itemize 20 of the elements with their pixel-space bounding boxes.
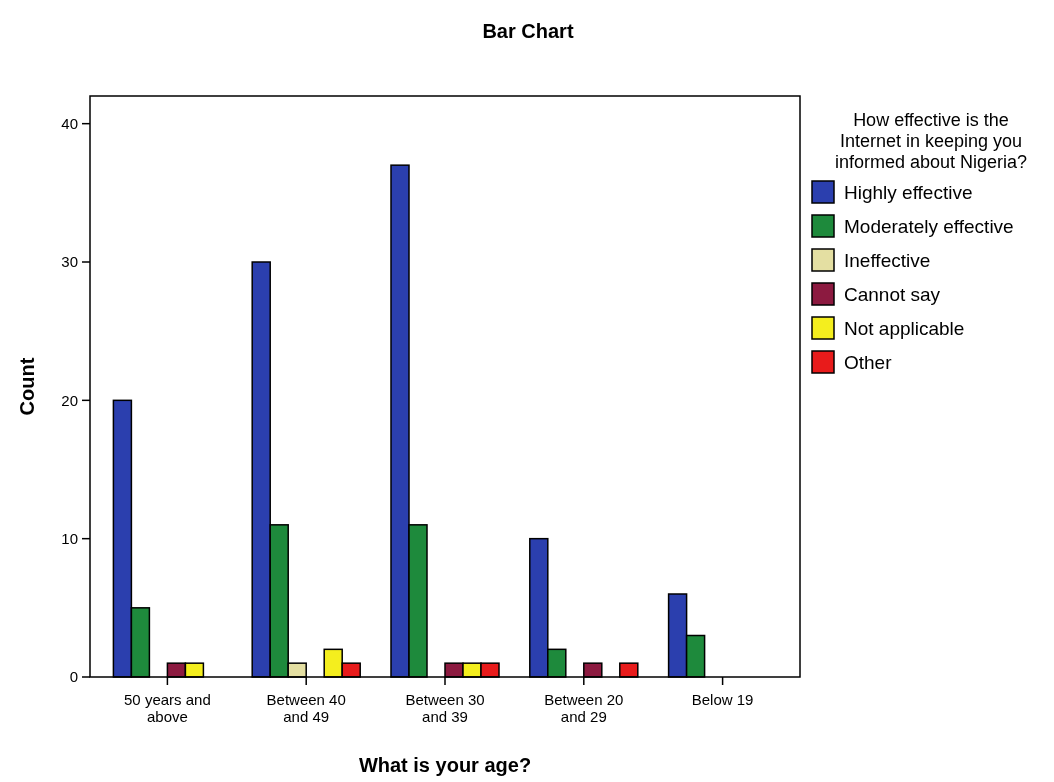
y-tick-label: 10 xyxy=(61,529,78,547)
x-tick-label: Between 40 and 49 xyxy=(266,691,346,725)
y-tick-label: 30 xyxy=(61,253,78,271)
legend-label: Highly effective xyxy=(844,181,973,203)
legend-label: Moderately effective xyxy=(844,215,1014,237)
legend-label: Ineffective xyxy=(844,249,931,271)
y-axis-title: Count xyxy=(16,357,38,416)
y-tick-label: 20 xyxy=(61,391,78,409)
y-tick-label: 0 xyxy=(69,668,78,686)
x-tick-label: Between 30 and 39 xyxy=(405,691,485,725)
x-axis-title: What is your age? xyxy=(358,754,532,776)
x-tick-label: Between 20 and 29 xyxy=(544,691,624,725)
chart-title: Bar Chart xyxy=(482,20,574,42)
legend-label: Not applicable xyxy=(844,317,965,339)
legend-title: How effective is the Internet in keeping you informed about Nigeria? xyxy=(834,110,1028,172)
x-tick-label: Below 19 xyxy=(691,691,754,708)
y-tick-label: 40 xyxy=(61,114,78,132)
legend-label: Cannot say xyxy=(844,283,941,305)
legend-label: Other xyxy=(844,351,893,373)
x-tick-label: 50 years and above xyxy=(124,691,211,725)
